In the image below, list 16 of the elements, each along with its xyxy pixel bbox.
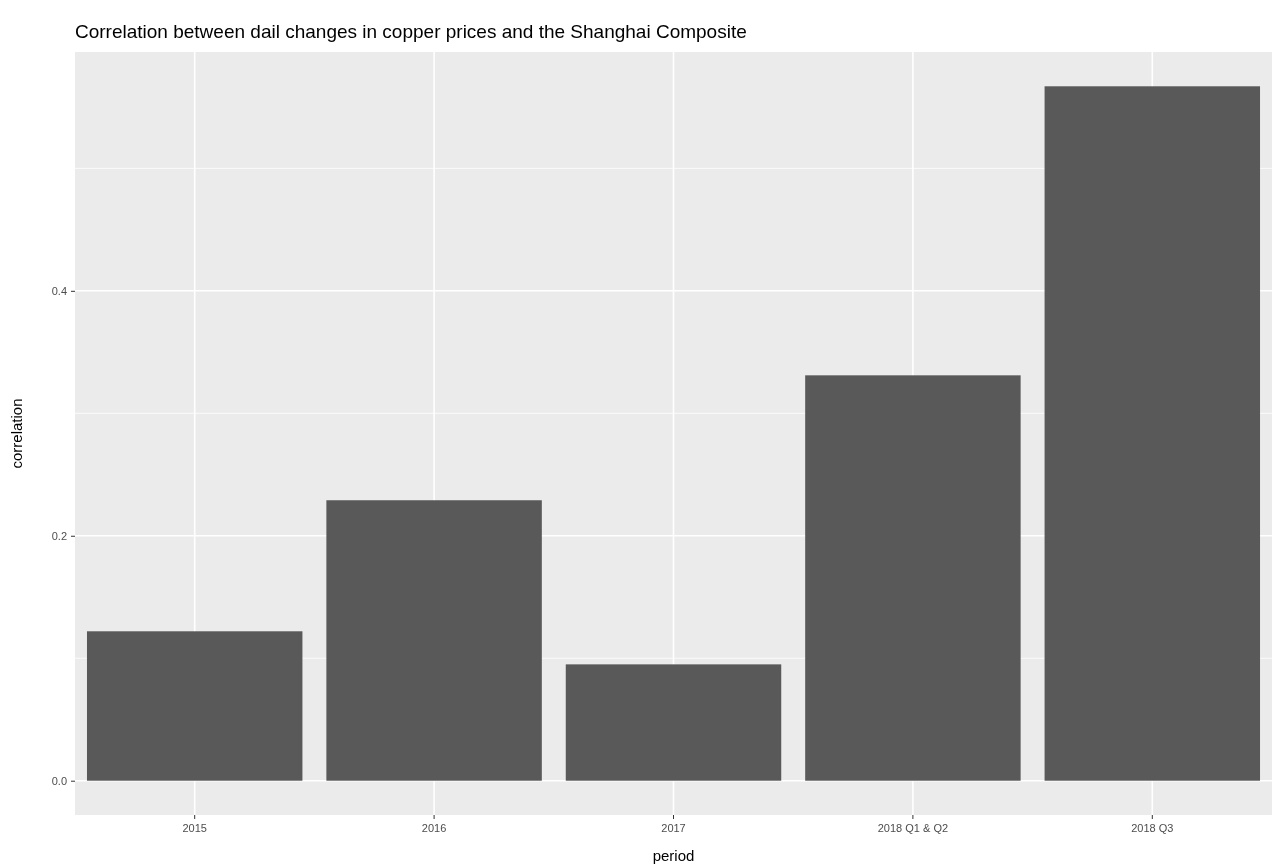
y-tick-label: 0.4 (51, 284, 67, 297)
y-axis-title: correlation (8, 398, 25, 469)
y-tick-label: 0.2 (51, 529, 67, 542)
bar (326, 500, 542, 781)
x-tick-label: 2016 (421, 821, 447, 834)
bar (86, 631, 303, 781)
x-tick-label: 2015 (182, 821, 207, 834)
chart-title: Correlation between dail changes in copper prices and the Shanghai Composite (75, 21, 747, 42)
x-tick-label: 2018 Q1 & Q2 (877, 821, 949, 834)
bar (805, 375, 1021, 781)
bar (1044, 86, 1261, 781)
y-tick-label: 0.0 (51, 774, 67, 787)
x-axis-title: period (652, 847, 695, 864)
x-tick-label: 2017 (661, 821, 686, 834)
bar (565, 664, 782, 781)
x-tick-label: 2018 Q3 (1131, 821, 1174, 834)
